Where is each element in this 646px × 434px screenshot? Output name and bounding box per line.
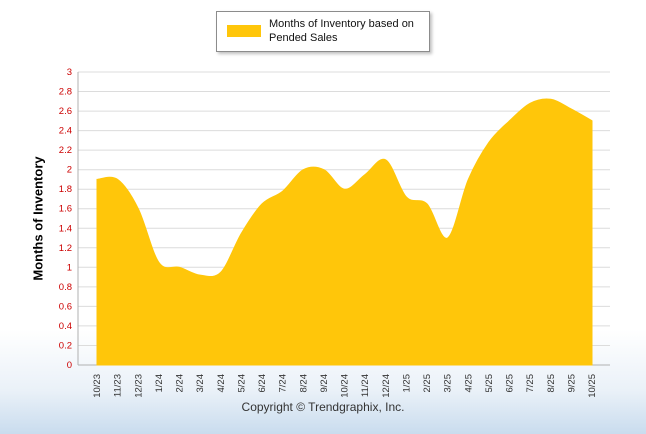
y-tick-label: 0.4 xyxy=(59,321,72,332)
x-tick-label: 2/25 xyxy=(422,374,433,393)
x-tick-label: 6/24 xyxy=(257,374,268,393)
x-tick-label: 5/24 xyxy=(236,374,247,393)
x-tick-label: 11/23 xyxy=(113,374,124,397)
x-tick-label: 1/25 xyxy=(401,374,412,393)
y-tick-label: 2.2 xyxy=(59,145,72,156)
x-tick-label: 8/24 xyxy=(298,374,309,393)
x-tick-label: 8/25 xyxy=(546,374,557,393)
y-tick-label: 0.8 xyxy=(59,282,72,293)
x-tick-label: 6/25 xyxy=(505,374,516,393)
x-tick-label: 3/24 xyxy=(195,374,206,393)
legend: Months of Inventory based on Pended Sale… xyxy=(216,11,430,52)
x-tick-label: 4/25 xyxy=(463,374,474,393)
x-tick-label: 7/24 xyxy=(278,374,289,393)
x-tick-label: 10/23 xyxy=(92,374,103,398)
x-tick-label: 9/25 xyxy=(566,374,577,393)
x-tick-label: 2/24 xyxy=(175,374,186,393)
copyright-text: Copyright © Trendgraphix, Inc. xyxy=(241,400,405,414)
y-tick-label: 0.2 xyxy=(59,341,72,352)
x-tick-label: 1/24 xyxy=(154,374,165,393)
y-tick-label: 0 xyxy=(67,360,72,371)
y-tick-label: 1.2 xyxy=(59,243,72,254)
x-tick-label: 4/24 xyxy=(216,374,227,393)
legend-swatch xyxy=(227,25,261,38)
y-tick-label: 1.6 xyxy=(59,204,72,215)
y-tick-label: 2.6 xyxy=(59,106,72,117)
y-tick-label: 2 xyxy=(67,165,72,176)
x-tick-label: 10/25 xyxy=(587,374,598,398)
x-tick-label: 9/24 xyxy=(319,374,330,393)
x-tick-label: 7/25 xyxy=(525,374,536,393)
y-tick-label: 2.4 xyxy=(59,126,72,137)
y-axis-title: Months of Inventory xyxy=(30,156,46,281)
inventory-area-series xyxy=(96,98,593,366)
x-tick-label: 12/24 xyxy=(381,374,392,398)
x-tick-label: 3/25 xyxy=(443,374,454,393)
legend-label: Months of Inventory based on Pended Sale… xyxy=(269,18,414,45)
x-tick-label: 11/24 xyxy=(360,374,371,397)
y-tick-label: 0.6 xyxy=(59,301,72,312)
x-tick-label: 12/23 xyxy=(133,374,144,398)
y-tick-label: 3 xyxy=(67,67,72,78)
y-tick-label: 1.4 xyxy=(59,223,72,234)
y-tick-label: 1 xyxy=(67,262,72,273)
x-tick-label: 10/24 xyxy=(340,374,351,398)
y-tick-label: 1.8 xyxy=(59,184,72,195)
y-tick-label: 2.8 xyxy=(59,87,72,98)
x-tick-label: 5/25 xyxy=(484,374,495,393)
